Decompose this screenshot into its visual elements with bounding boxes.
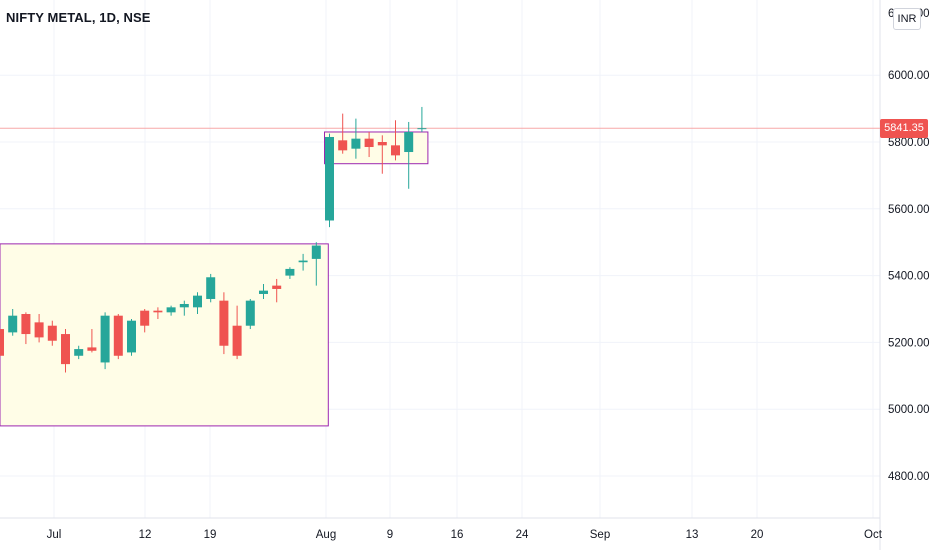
candle-body [153, 310, 163, 313]
candle-body [166, 307, 176, 313]
time-axis-label: 9 [387, 529, 393, 541]
candle-body [377, 142, 387, 146]
candle-body [245, 300, 255, 326]
candle-body [285, 268, 295, 276]
candle-body [113, 315, 123, 356]
candle-body [127, 320, 136, 353]
currency-button[interactable]: INR [893, 8, 921, 30]
symbol-title: NIFTY METAL, 1D, NSE [6, 10, 151, 25]
candle-body [391, 145, 400, 156]
candle-body [74, 349, 84, 356]
price-axis-label: 4800.00 [888, 471, 930, 483]
candle-body [21, 314, 31, 335]
time-axis-label: 20 [751, 529, 764, 541]
price-axis-label: 5200.00 [888, 337, 930, 349]
price-axis-label: 5600.00 [888, 204, 930, 216]
price-axis-label: 5400.00 [888, 271, 930, 283]
candle-body [100, 315, 110, 363]
last-price-tag: 5841.35 [880, 119, 928, 138]
candle-body [140, 310, 150, 326]
candle-body [351, 138, 361, 149]
time-axis-label: 13 [686, 529, 699, 541]
time-axis-label: Sep [590, 529, 610, 541]
time-axis-label: 12 [139, 529, 152, 541]
time-axis-label: Aug [316, 529, 336, 541]
price-axis-label: 5000.00 [888, 404, 930, 416]
time-axis-label: 24 [516, 529, 529, 541]
candle-body [61, 334, 70, 365]
candle-body [232, 325, 242, 356]
candle-body [364, 138, 374, 148]
candle-body [0, 329, 4, 356]
candle-body [179, 303, 189, 308]
candle-body [193, 295, 202, 308]
candle-body [404, 131, 414, 153]
candle-body [219, 300, 229, 346]
candle-body [34, 322, 44, 338]
candle-body [47, 325, 57, 341]
time-axis-label: Jul [47, 529, 62, 541]
candle-body [325, 136, 334, 221]
candle-body [417, 128, 427, 130]
candle-body [311, 245, 321, 259]
time-axis-label: 19 [204, 529, 217, 541]
candle-body [87, 347, 97, 351]
time-axis-label: Oct [864, 529, 883, 541]
time-axis-label: 16 [451, 529, 464, 541]
candle-body [272, 285, 282, 289]
candle-body [338, 140, 348, 151]
price-axis-label: 5800.00 [888, 137, 930, 149]
price-axis-label: 6000.00 [888, 70, 930, 82]
candle-body [298, 260, 308, 263]
candle-body [8, 315, 18, 333]
candle-body [259, 290, 268, 294]
candle-body [206, 277, 216, 299]
